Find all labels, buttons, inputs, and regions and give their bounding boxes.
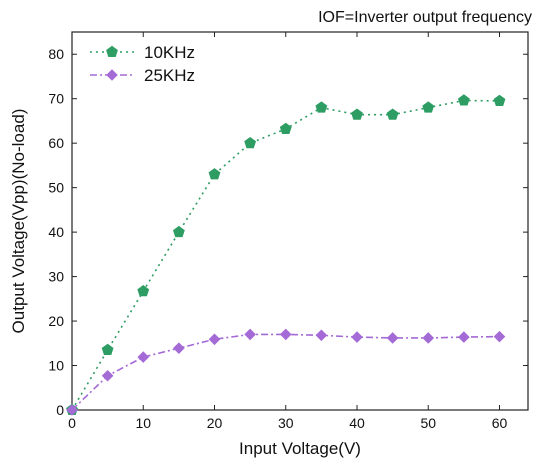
y-tick-label: 10 [48, 358, 64, 374]
data-point-10khz [422, 101, 435, 113]
x-tick-label: 0 [68, 415, 76, 431]
plot-frame [71, 31, 529, 411]
x-tick-label: 30 [278, 415, 294, 431]
legend-label-25khz: 25KHz [144, 66, 195, 85]
data-point-25khz [351, 331, 363, 343]
data-point-25khz [66, 404, 78, 416]
data-point-25khz [244, 328, 256, 341]
data-point-10khz [279, 122, 292, 134]
series-line-10khz [71, 99, 500, 411]
x-tick-label: 20 [207, 415, 223, 431]
data-point-25khz [173, 342, 185, 354]
legend-marker-shape-10khz [106, 45, 118, 58]
data-point-10khz [208, 168, 221, 180]
data-point-25khz [315, 329, 328, 342]
axis-ticks: 0 10 20 30 40 50 60 0 10 20 30 40 50 60 70 80 [48, 32, 528, 431]
y-tick-label: 40 [48, 224, 64, 240]
data-point-10khz [137, 285, 150, 297]
legend-marker-10khz [106, 45, 118, 58]
data-point-25khz [137, 351, 150, 363]
data-point-10khz [457, 94, 470, 106]
data-point-25khz [101, 369, 114, 382]
y-tick-label: 60 [48, 135, 64, 151]
legend-marker-25khz [106, 69, 118, 81]
data-point-10khz [493, 94, 506, 106]
data-point-25khz [386, 332, 399, 344]
y-tick-label: 80 [48, 46, 64, 62]
legend-label-10khz: 10KHz [144, 43, 195, 62]
data-point-25khz [493, 330, 506, 343]
data-point-25khz [279, 328, 292, 341]
data-point-10khz [351, 108, 363, 120]
y-tick-label: 70 [48, 91, 64, 107]
data-point-25khz [208, 333, 221, 346]
legend-marker-shape-25khz [106, 69, 118, 81]
data-point-25khz [458, 331, 470, 343]
data-point-10khz [172, 225, 185, 238]
data-point-10khz [244, 136, 257, 149]
y-axis-label: Output Voltage(Vpp)(No-load) [9, 109, 28, 334]
chart-annotation: IOF=Inverter output frequency [318, 9, 532, 26]
series-line-25khz [71, 333, 500, 411]
x-tick-label: 60 [492, 415, 508, 431]
data-point-10khz [101, 343, 114, 355]
x-tick-label: 10 [135, 415, 151, 431]
x-tick-label: 50 [420, 415, 436, 431]
data-point-10khz [386, 108, 399, 120]
legend: 10KHz 25KHz [90, 43, 195, 85]
x-tick-label: 40 [349, 415, 365, 431]
y-tick-label: 50 [48, 180, 64, 196]
y-tick-label: 20 [48, 313, 64, 329]
y-tick-label: 0 [56, 402, 64, 418]
data-point-25khz [422, 332, 435, 344]
data-point-10khz [315, 101, 328, 113]
series-group [66, 94, 506, 416]
x-axis-label: Input Voltage(V) [239, 439, 361, 458]
y-tick-label: 30 [48, 269, 64, 285]
